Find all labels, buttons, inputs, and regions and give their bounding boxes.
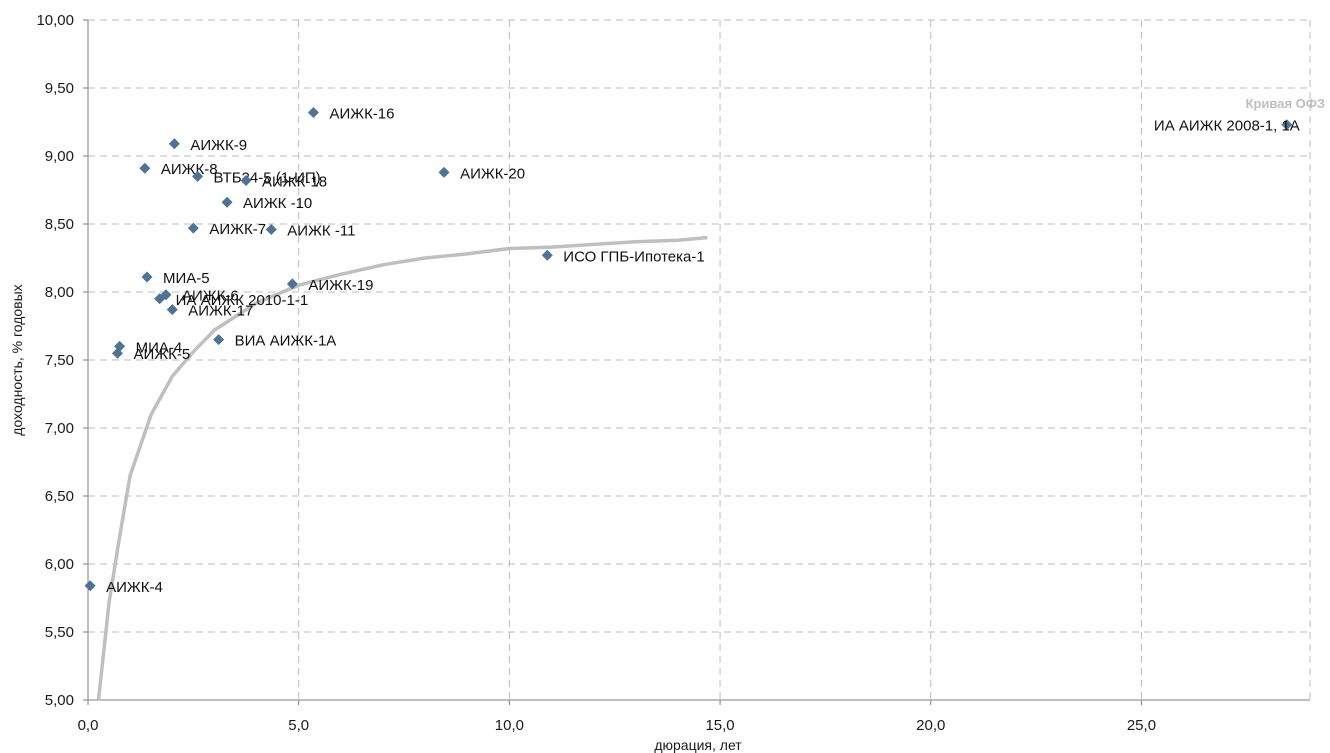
axes — [83, 19, 1310, 705]
data-point-label: АИЖК-17 — [188, 303, 253, 320]
data-point-marker — [168, 138, 180, 150]
data-point-marker — [139, 162, 151, 174]
x-tick-label: 0,0 — [78, 717, 99, 734]
x-tick-label: 10,0 — [495, 717, 524, 734]
grid — [88, 19, 1311, 700]
data-point-label: АИЖК-5 — [133, 346, 190, 363]
data-point-marker — [192, 170, 204, 182]
ofz-curve — [96, 235, 708, 701]
x-tick-label: 5,0 — [288, 717, 309, 734]
y-tick-labels: 5,00 5,50 6,00 6,50 7,00 7,50 8,00 8,50 9,00 9,50… — [36, 12, 74, 709]
data-point-marker — [541, 249, 553, 261]
y-tick-label: 6,00 — [45, 556, 74, 573]
y-tick-label: 8,00 — [45, 284, 74, 301]
data-point-label: АИЖК-19 — [308, 277, 373, 294]
data-point-label: ИА АИЖК 2010-1-1 — [176, 292, 309, 309]
data-point-label: АИЖК-4 — [106, 579, 163, 596]
data-point-label: МИА-4 — [136, 339, 183, 356]
x-tick-label: 20,0 — [916, 717, 945, 734]
x-tick-labels: 0,0 5,0 10,0 15,0 20,0 25,0 — [78, 717, 1156, 734]
y-tick-label: 7,00 — [45, 420, 74, 437]
data-point-marker — [111, 347, 123, 359]
data-point-label: АИЖК-18 — [262, 173, 327, 190]
data-point-marker — [166, 304, 178, 316]
y-tick-label: 9,50 — [45, 80, 74, 97]
data-point-label: АИЖК-16 — [329, 105, 394, 122]
data-point-marker — [221, 196, 233, 208]
data-point-label: ИСО ГПБ-Ипотека-1 — [563, 248, 704, 265]
x-tick-label: 15,0 — [705, 717, 734, 734]
data-point-label: МИА-5 — [163, 270, 210, 287]
y-tick-label: 10,00 — [36, 12, 74, 29]
y-tick-label: 9,00 — [45, 148, 74, 165]
data-point-marker — [265, 223, 277, 235]
data-point-label: АИЖК -11 — [287, 222, 355, 239]
y-axis-title: доходность, % годовых — [9, 284, 25, 435]
y-tick-label: 7,50 — [45, 352, 74, 369]
data-point-label: ВИА АИЖК-1А — [235, 333, 337, 350]
x-tick-label: 25,0 — [1127, 717, 1156, 734]
data-point-label: АИЖК-6 — [182, 288, 239, 305]
x-axis-title: дюрация, лет — [654, 737, 742, 753]
y-tick-label: 5,50 — [45, 624, 74, 641]
data-point-marker — [438, 166, 450, 178]
data-point-label: АИЖК-9 — [190, 137, 247, 154]
y-tick-label: 8,50 — [45, 216, 74, 233]
data-point-label: АИЖК-7 — [209, 221, 266, 238]
data-point-label: ВТБ24-5 (1-ИП) — [214, 169, 321, 186]
curve-legend-label: Кривая ОФЗ — [1246, 96, 1325, 111]
y-tick-label: 5,00 — [45, 692, 74, 709]
data-point-marker — [141, 271, 153, 283]
data-point-marker — [286, 278, 298, 290]
y-tick-label: 6,50 — [45, 488, 74, 505]
data-point-marker — [240, 174, 252, 186]
data-point-marker — [307, 106, 319, 118]
data-point-marker — [1281, 119, 1293, 131]
data-point-label: АИЖК-20 — [460, 165, 525, 182]
data-point-label: АИЖК -10 — [243, 195, 312, 212]
data-point-marker — [213, 334, 225, 346]
ofz-curve-line — [96, 235, 708, 701]
data-point-label: АИЖК-8 — [161, 161, 218, 178]
data-point-marker — [154, 293, 166, 305]
data-point-marker — [187, 222, 199, 234]
data-point-marker — [84, 580, 96, 592]
data-point-label: ИА АИЖК 2008-1, 1А — [1154, 118, 1300, 135]
